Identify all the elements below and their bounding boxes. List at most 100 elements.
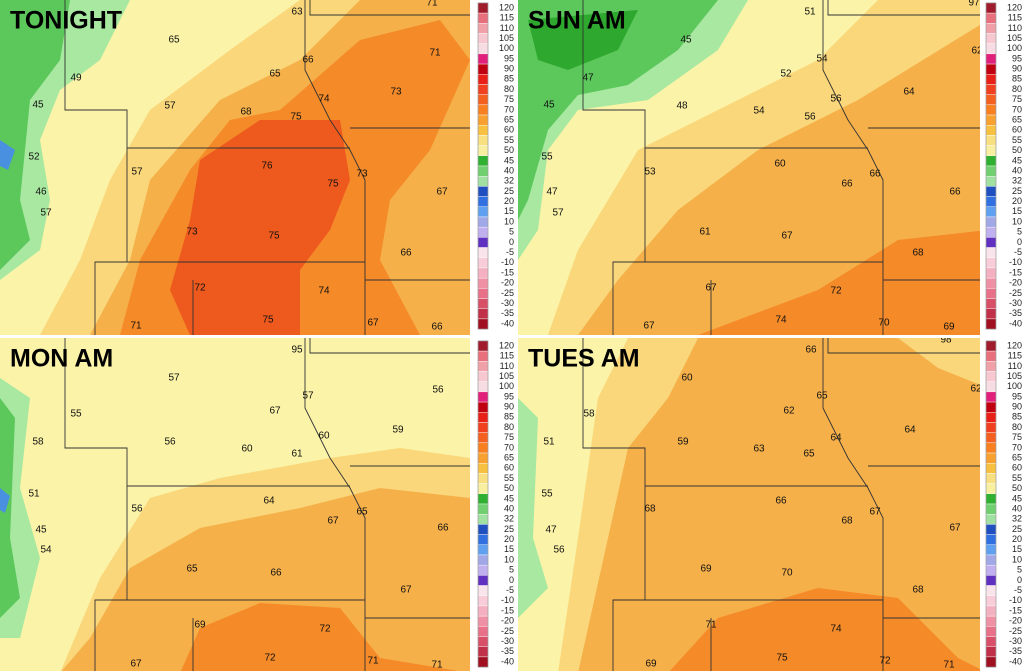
legend-label: 85: [1012, 74, 1022, 84]
legend-label: 75: [504, 432, 514, 442]
station-temperature: 45: [35, 525, 47, 536]
legend-label: -40: [1009, 656, 1022, 666]
legend-label: 10: [1012, 554, 1022, 564]
legend-swatch: [477, 534, 489, 545]
state-border: [822, 338, 884, 671]
temperature-band: [698, 230, 980, 335]
legend-frame: [477, 2, 489, 330]
station-temperature: 56: [553, 545, 565, 556]
station-temperature: 67: [327, 516, 339, 527]
legend-swatch: [985, 595, 997, 607]
legend-label: -10: [1009, 257, 1022, 267]
legend-label: 65: [504, 115, 514, 125]
legend-label: 90: [1012, 402, 1022, 412]
temperature-band: [0, 0, 70, 270]
station-temperature: 72: [319, 624, 331, 635]
legend-label: 70: [1012, 104, 1022, 114]
legend-swatch: [985, 114, 997, 126]
station-temperature: 71: [130, 321, 142, 332]
temperature-band: [518, 398, 548, 618]
station-temperature: 69: [645, 659, 657, 670]
station-temperature: 47: [546, 187, 558, 198]
legend-swatch: [985, 206, 997, 218]
legend-label: 80: [1012, 84, 1022, 94]
legend-swatch: [985, 361, 997, 372]
station-temperature: 71: [429, 48, 441, 59]
temperature-band: [669, 588, 980, 671]
legend-swatch: [477, 656, 489, 668]
legend-swatch: [477, 12, 489, 24]
temperature-band: [0, 0, 300, 335]
legend-label: 60: [1012, 125, 1022, 135]
state-border: [309, 0, 470, 16]
legend-swatch: [985, 646, 997, 658]
legend-label: 70: [504, 442, 514, 452]
legend-swatch: [477, 585, 489, 596]
station-temperature: 55: [541, 152, 553, 163]
station-temperature: 57: [40, 208, 52, 219]
legend-label: -30: [501, 636, 514, 646]
station-temperature: 68: [240, 107, 252, 118]
legend-label: 15: [504, 544, 514, 554]
legend-swatch: [985, 318, 997, 330]
legend-label: 15: [1012, 206, 1022, 216]
legend-label: 100: [499, 381, 514, 391]
legend-swatch: [985, 422, 997, 433]
legend-label: 95: [504, 391, 514, 401]
station-temperature: 68: [912, 248, 924, 259]
legend-label: 20: [1012, 534, 1022, 544]
legend-label: 60: [504, 463, 514, 473]
legend-label: 40: [504, 503, 514, 513]
legend-label: -5: [506, 585, 514, 595]
station-temperature: 66: [949, 187, 961, 198]
legend-label: 65: [1012, 115, 1022, 125]
station-temperature: 67: [269, 406, 281, 417]
legend-label: -40: [501, 656, 514, 666]
legend-swatch: [985, 615, 997, 627]
legend-swatch: [477, 277, 489, 289]
legend-label: 120: [1007, 2, 1022, 12]
station-temperature: 71: [367, 656, 379, 667]
legend-swatch: [477, 503, 489, 515]
legend-label: -25: [501, 288, 514, 298]
legend-label: -35: [1009, 308, 1022, 318]
legend-label: 85: [1012, 412, 1022, 422]
station-temperature: 76: [261, 161, 273, 172]
station-temperature: 57: [168, 373, 180, 384]
legend-label: -15: [501, 605, 514, 615]
station-temperature: 66: [400, 248, 412, 259]
station-temperature: 65: [168, 35, 180, 46]
station-temperature: 58: [583, 409, 595, 420]
legend-label: 55: [1012, 473, 1022, 483]
temperature-band: [170, 120, 350, 335]
station-temperature: 67: [436, 187, 448, 198]
station-temperature: 68: [912, 585, 924, 596]
legend-label: -20: [1009, 278, 1022, 288]
legend-swatch: [477, 216, 489, 228]
station-temperature: 67: [130, 659, 142, 670]
legend-label: 120: [499, 340, 514, 350]
legend-swatch: [985, 656, 997, 668]
legend-swatch: [477, 196, 489, 207]
station-temperature: 58: [32, 437, 44, 448]
station-temperature: 57: [552, 208, 564, 219]
legend-label: 10: [504, 216, 514, 226]
station-temperature: 49: [70, 73, 82, 84]
legend-label: 55: [504, 473, 514, 483]
legend-label: 85: [504, 412, 514, 422]
station-temperature: 75: [290, 112, 302, 123]
legend-swatch: [477, 2, 489, 14]
legend-label: 100: [499, 43, 514, 53]
legend-label: 120: [499, 2, 514, 12]
station-temperature: 63: [753, 444, 765, 455]
legend-label: 45: [1012, 155, 1022, 165]
legend-label: 5: [1017, 227, 1022, 237]
legend-swatch: [985, 513, 997, 525]
legend-swatch: [477, 361, 489, 372]
legend-swatch: [477, 226, 489, 238]
legend-swatch: [985, 483, 997, 495]
legend-swatch: [985, 135, 997, 146]
legend-label: 32: [504, 176, 514, 186]
legend-swatch: [985, 125, 997, 136]
station-temperature: 74: [830, 624, 842, 635]
